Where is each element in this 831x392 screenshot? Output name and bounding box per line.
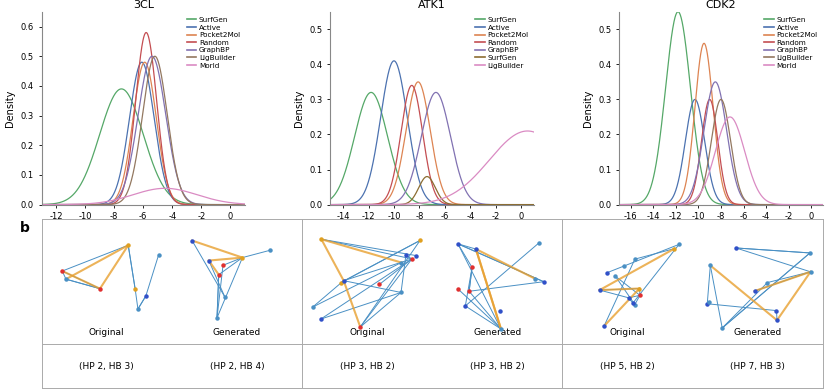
Text: Original: Original <box>349 328 385 337</box>
Text: (HP 2, HB 3): (HP 2, HB 3) <box>79 361 134 370</box>
Title: ATK1: ATK1 <box>418 0 446 9</box>
X-axis label: Vina score (kcal mol⁻¹): Vina score (kcal mol⁻¹) <box>669 227 773 236</box>
Title: CDK2: CDK2 <box>706 0 736 9</box>
Legend: SurfGen, Active, Pocket2Mol, Random, GraphBP, SurfGen, LigBuilder: SurfGen, Active, Pocket2Mol, Random, Gra… <box>474 15 530 70</box>
Y-axis label: Density: Density <box>5 89 15 127</box>
Text: Generated: Generated <box>734 328 782 337</box>
Text: Original: Original <box>89 328 125 337</box>
Text: (HP 3, HB 2): (HP 3, HB 2) <box>340 361 395 370</box>
Title: 3CL: 3CL <box>133 0 154 9</box>
Text: (HP 5, HB 2): (HP 5, HB 2) <box>600 361 655 370</box>
X-axis label: Vina score (kcal mol⁻¹): Vina score (kcal mol⁻¹) <box>381 227 484 236</box>
Text: b: b <box>20 221 30 235</box>
Text: (HP 7, HB 3): (HP 7, HB 3) <box>730 361 785 370</box>
Legend: SurfGen, Active, Pocket2Mol, Random, GraphBP, LigBuilder, MorId: SurfGen, Active, Pocket2Mol, Random, Gra… <box>185 15 241 70</box>
Text: (HP 3, HB 2): (HP 3, HB 2) <box>470 361 524 370</box>
Text: Original: Original <box>610 328 645 337</box>
Legend: SurfGen, Active, Pocket2Mol, Random, GraphBP, LigBuilder, MorId: SurfGen, Active, Pocket2Mol, Random, Gra… <box>763 15 819 70</box>
Text: (HP 2, HB 4): (HP 2, HB 4) <box>209 361 264 370</box>
Text: Generated: Generated <box>213 328 261 337</box>
X-axis label: Vina score (kcal mol⁻¹): Vina score (kcal mol⁻¹) <box>91 227 195 236</box>
Text: Generated: Generated <box>473 328 521 337</box>
Y-axis label: Density: Density <box>583 89 593 127</box>
Y-axis label: Density: Density <box>294 89 304 127</box>
